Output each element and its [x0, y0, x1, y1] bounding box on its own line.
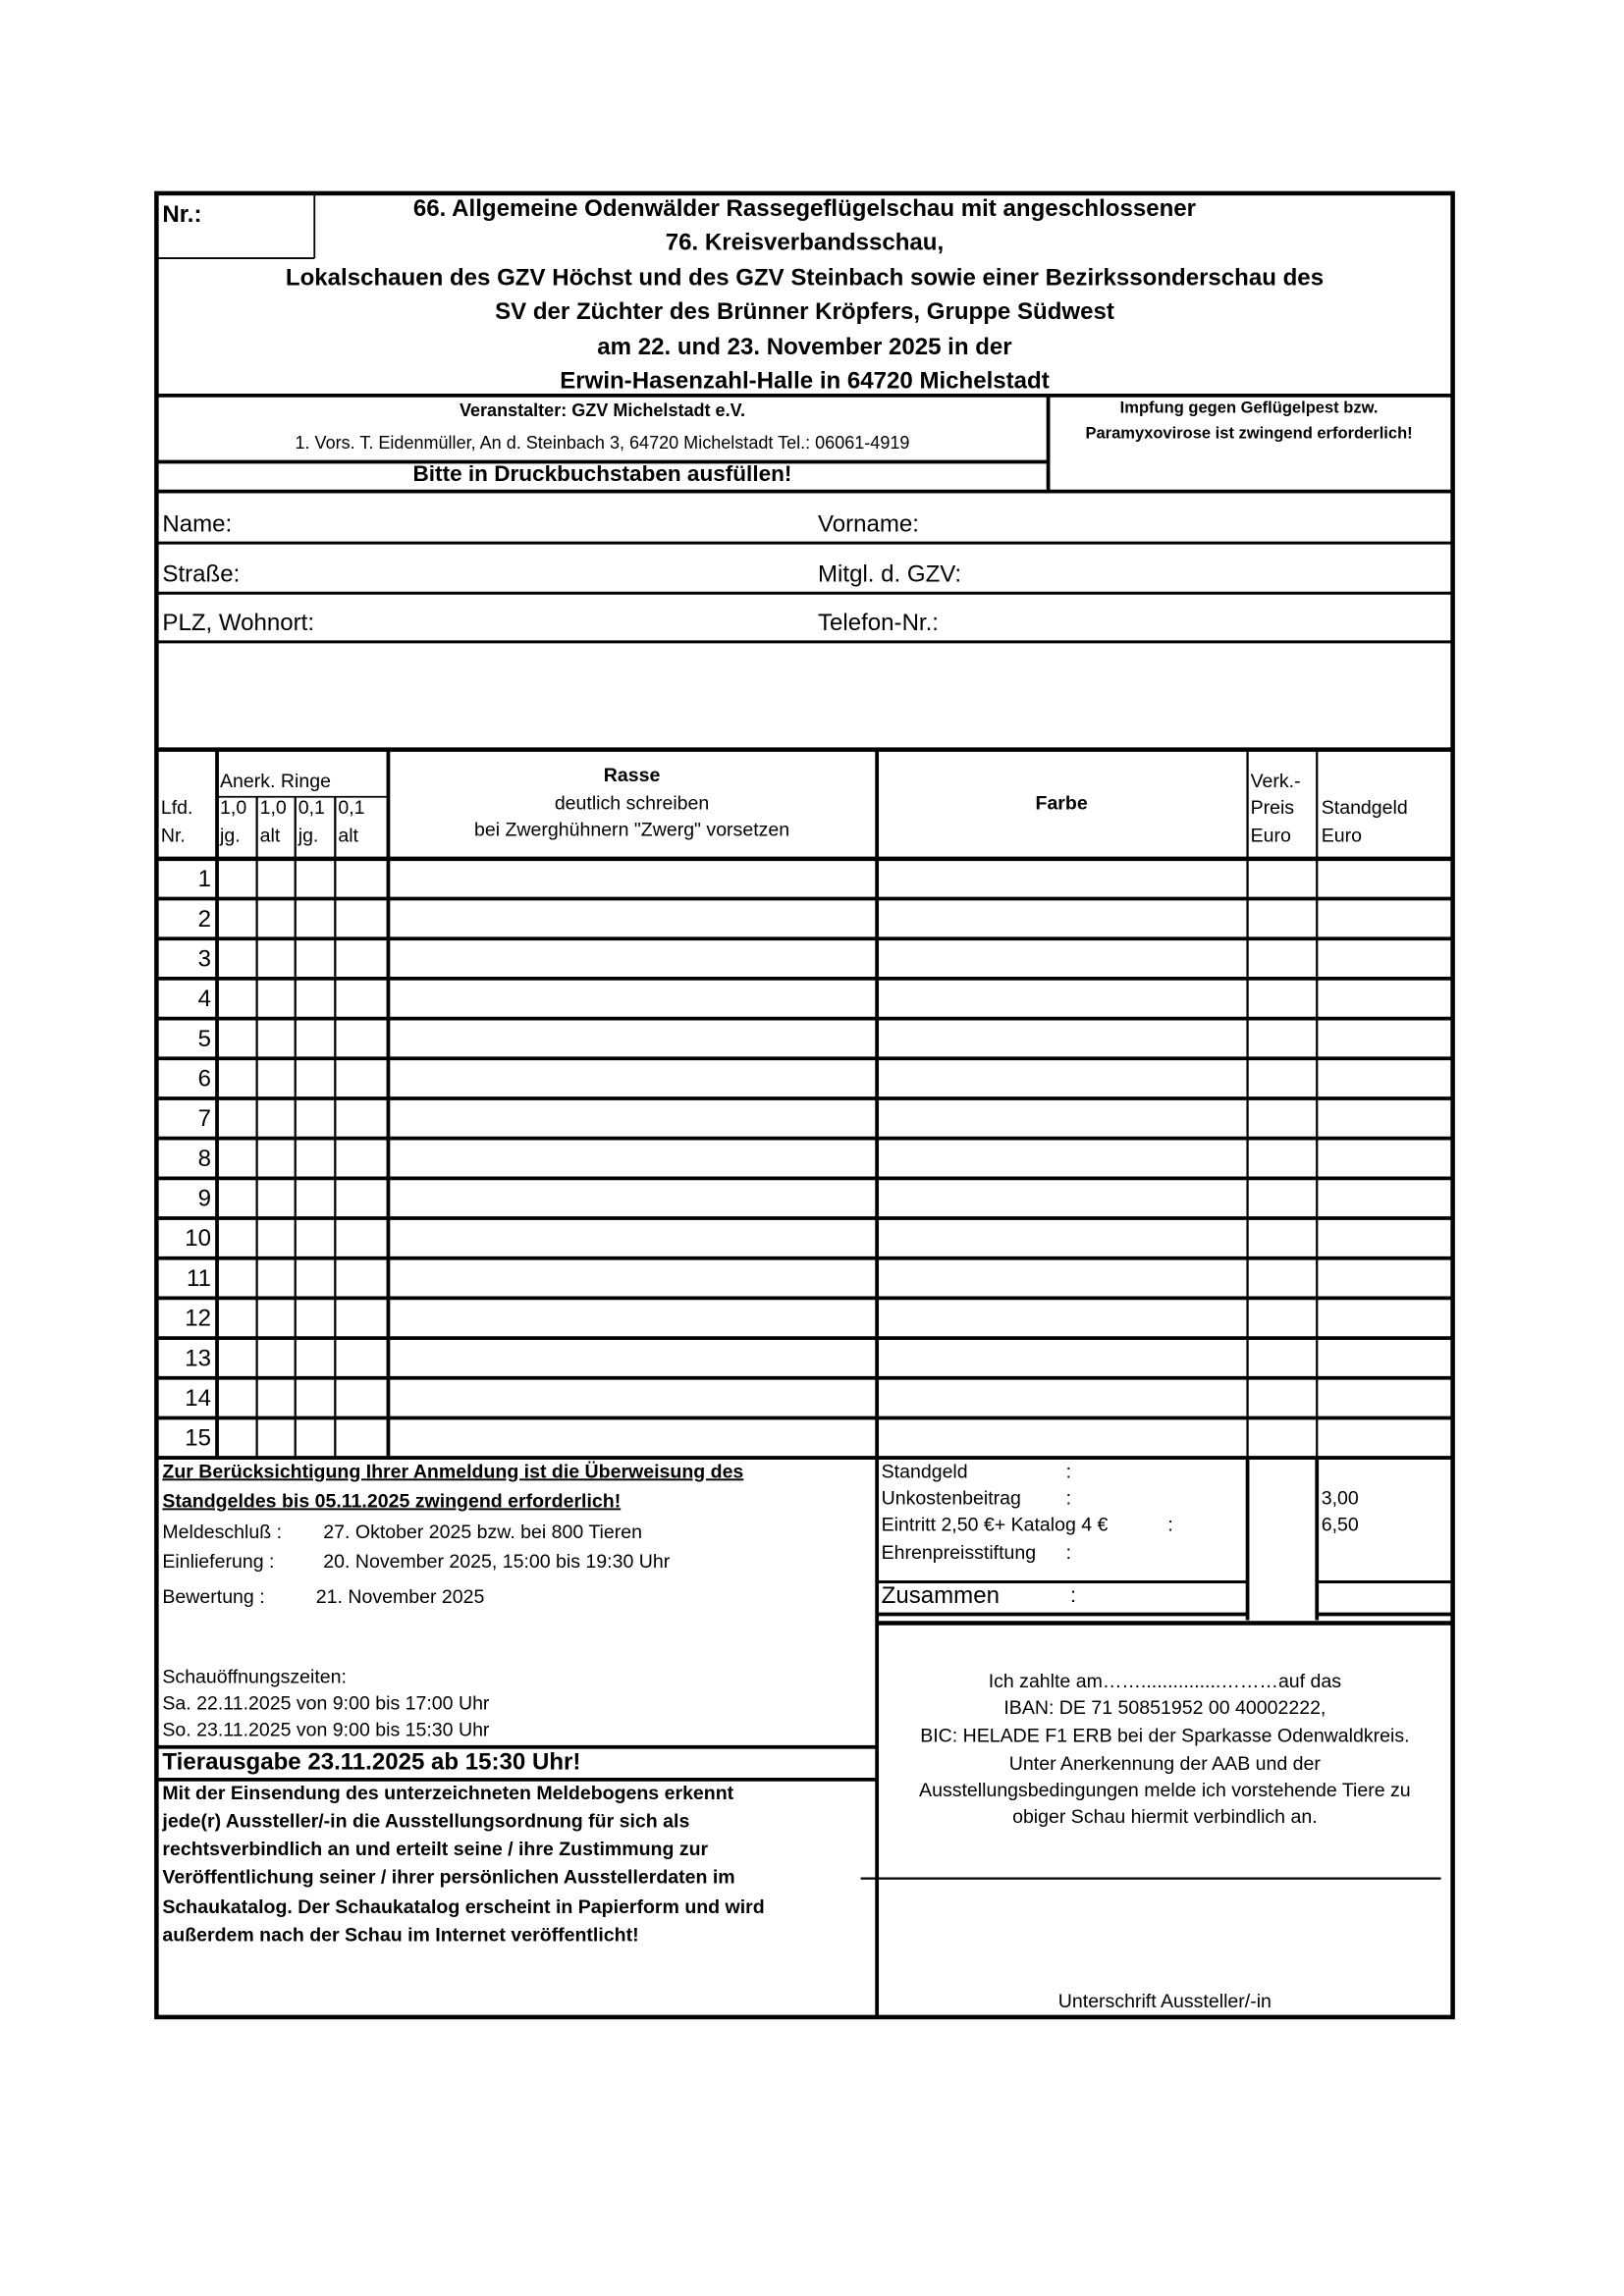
field-label: Telefon-Nr.:	[818, 610, 939, 636]
title-line: am 22. und 23. November 2025 in der	[597, 334, 1011, 360]
row-number: 9	[198, 1186, 211, 1212]
row-number: 15	[185, 1425, 211, 1452]
consent: rechtsverbindlich an und erteilt seine /…	[162, 1839, 708, 1860]
column-header: 0,1	[298, 797, 325, 819]
row-number: 11	[187, 1265, 211, 1292]
opening-hours: Sa. 22.11.2025 von 9:00 bis 17:00 Uhr	[162, 1692, 490, 1714]
row-number: 3	[198, 945, 211, 972]
column-header: Verk.-	[1251, 771, 1301, 792]
chair: 1. Vors. T. Eidenmüller, An d. Steinbach…	[296, 433, 910, 453]
row-number: 8	[198, 1146, 211, 1172]
title-line: Erwin-Hasenzahl-Halle in 64720 Michelsta…	[560, 368, 1050, 395]
transfer-note: Zur Berücksichtigung Ihrer Anmeldung ist…	[162, 1460, 743, 1482]
total-label: Zusammen	[882, 1582, 1000, 1609]
row-number: 14	[185, 1385, 211, 1412]
column-header: 1,0	[220, 797, 246, 819]
fee-label: Eintritt 2,50 €+ Katalog 4 €	[882, 1514, 1109, 1535]
payment-text: BIC: HELADE F1 ERB bei der Sparkasse Ode…	[920, 1725, 1409, 1746]
payment-text: Ich zahlte am……...............………auf das	[989, 1671, 1342, 1692]
title-line: 66. Allgemeine Odenwälder Rassegeflügels…	[413, 195, 1196, 222]
fee-colon: :	[1167, 1514, 1172, 1535]
column-header: jg.	[219, 825, 241, 846]
row-number: 12	[185, 1306, 211, 1332]
date-value: 21. November 2025	[316, 1586, 485, 1608]
payment-text: Ausstellungsbedingungen melde ich vorste…	[919, 1780, 1411, 1801]
fee-label: Ehrenpreisstiftung	[882, 1542, 1036, 1564]
row-number: 6	[198, 1066, 211, 1093]
release: Tierausgabe 23.11.2025 ab 15:30 Uhr!	[162, 1749, 580, 1776]
column-header: Anerk. Ringe	[220, 771, 331, 792]
fee-colon: :	[1066, 1487, 1071, 1509]
row-number: 7	[198, 1105, 211, 1132]
payment-text: obiger Schau hiermit verbindlich an.	[1012, 1806, 1318, 1828]
title-line: 76. Kreisverbandsschau,	[666, 229, 944, 255]
column-header: alt	[260, 825, 281, 846]
column-header: 0,1	[338, 797, 364, 819]
payment-text: Unter Anerkennung der AAB und der	[1009, 1753, 1322, 1775]
row-number: 10	[185, 1225, 211, 1252]
vaccination: Impfung gegen Geflügelpest bzw.	[1120, 399, 1379, 417]
date-label: Bewertung :	[162, 1586, 264, 1608]
date-label: Meldeschluß :	[162, 1522, 282, 1543]
column-header: deutlich schreiben	[555, 792, 709, 814]
signature-label: Unterschrift Aussteller/-in	[1058, 1991, 1272, 2012]
consent: jede(r) Aussteller/-in die Ausstellungso…	[161, 1811, 689, 1833]
row-number: 4	[198, 986, 211, 1012]
field-label: Vorname:	[818, 511, 919, 538]
column-header: alt	[338, 825, 358, 846]
row-number: 5	[198, 1026, 211, 1052]
column-header: Lfd.	[161, 797, 193, 819]
transfer-note: Standgeldes bis 05.11.2025 zwingend erfo…	[162, 1490, 621, 1512]
consent: außerdem nach der Schau im Internet verö…	[162, 1924, 638, 1946]
column-header: Nr.	[161, 825, 186, 846]
frame	[154, 190, 1455, 2020]
column-header: Preis	[1251, 797, 1295, 819]
consent: Schaukatalog. Der Schaukatalog erscheint…	[162, 1896, 764, 1918]
fee-colon: :	[1066, 1542, 1071, 1564]
payment-text: IBAN: DE 71 50851952 00 40002222,	[1003, 1697, 1326, 1719]
date-label: Einlieferung :	[162, 1551, 274, 1573]
column-header: Rasse	[604, 765, 661, 786]
opening-hours: Schauöffnungszeiten:	[162, 1666, 347, 1687]
consent: Veröffentlichung seiner / ihrer persönli…	[162, 1867, 734, 1889]
title-line: SV der Züchter des Brünner Kröpfers, Gru…	[495, 298, 1114, 325]
vaccination: Paramyxovirose ist zwingend erforderlich…	[1085, 423, 1412, 442]
row-number: 13	[185, 1345, 211, 1371]
nr-label: Nr.:	[162, 201, 201, 228]
fee-value: 6,50	[1322, 1514, 1359, 1535]
column-header: jg.	[298, 825, 319, 846]
column-header: Farbe	[1036, 792, 1088, 814]
instruction: Bitte in Druckbuchstaben ausfüllen!	[413, 461, 792, 486]
total-colon: :	[1070, 1584, 1076, 1607]
field-label: Straße:	[162, 561, 240, 588]
fee-value: 3,00	[1322, 1487, 1359, 1509]
organizer: Veranstalter: GZV Michelstadt e.V.	[460, 400, 745, 420]
column-header: 1,0	[260, 797, 287, 819]
field-label: PLZ, Wohnort:	[162, 610, 314, 636]
fee-colon: :	[1066, 1461, 1071, 1482]
column-header: Euro	[1251, 825, 1291, 846]
column-header: Standgeld	[1322, 797, 1408, 819]
field-label: Mitgl. d. GZV:	[818, 561, 961, 588]
fee-label: Unkostenbeitrag	[882, 1487, 1021, 1509]
field-label: Name:	[162, 511, 232, 538]
date-value: 20. November 2025, 15:00 bis 19:30 Uhr	[323, 1551, 670, 1573]
date-value: 27. Oktober 2025 bzw. bei 800 Tieren	[323, 1522, 642, 1543]
column-header: bei Zwerghühnern "Zwerg" vorsetzen	[474, 819, 789, 840]
row-number: 1	[198, 866, 211, 892]
column-header: Euro	[1322, 825, 1362, 846]
fee-label: Standgeld	[882, 1461, 968, 1482]
title-line: Lokalschauen des GZV Höchst und des GZV …	[286, 264, 1324, 291]
opening-hours: So. 23.11.2025 von 9:00 bis 15:30 Uhr	[162, 1719, 490, 1740]
row-number: 2	[198, 906, 211, 933]
consent: Mit der Einsendung des unterzeichneten M…	[162, 1783, 733, 1804]
